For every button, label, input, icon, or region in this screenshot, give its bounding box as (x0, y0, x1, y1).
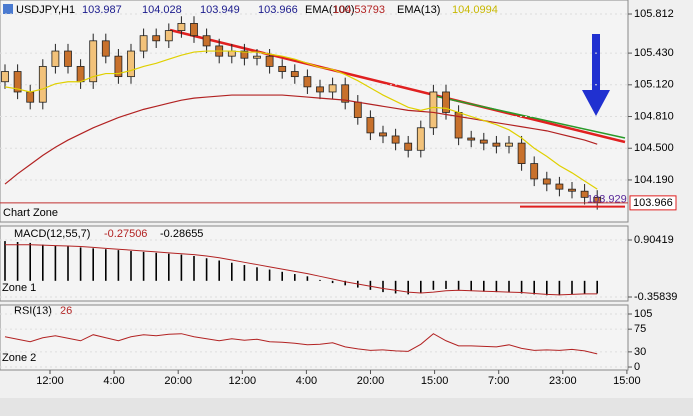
candle-body (379, 132, 387, 137)
rsi-readout: 26 (60, 305, 72, 317)
candle-body (303, 76, 312, 88)
candle-body (416, 127, 425, 151)
x-tick-label: 20:00 (164, 375, 192, 387)
candle-body (240, 50, 249, 59)
quote-close: 103.966 (258, 4, 298, 16)
y-tick-label: 0.90419 (634, 234, 674, 246)
down-arrow (582, 34, 610, 116)
candle-body (328, 84, 337, 93)
last-price-box (629, 195, 677, 211)
ema-line (4, 94, 598, 185)
legend-value: 104.0994 (452, 4, 498, 16)
candle-body (391, 135, 400, 144)
y-tick-label: -0.35839 (634, 291, 677, 303)
candle-body (139, 35, 148, 52)
zone-label: Zone 1 (2, 282, 36, 294)
macd-readout: -0.28655 (160, 228, 203, 240)
y-tick-label: 105.430 (634, 47, 674, 59)
last-price-label: 103.966 (633, 197, 673, 209)
y-tick-label: 0 (634, 361, 640, 373)
candle-body (1, 71, 9, 83)
scroll-bar[interactable] (0, 398, 693, 416)
trend-line[interactable] (429, 94, 626, 139)
candle-body (177, 23, 186, 31)
x-tick-label: 7:00 (488, 375, 509, 387)
candle-body (366, 117, 375, 134)
quote-high: 104.028 (142, 4, 182, 16)
y-tick-label: 104.500 (634, 142, 674, 154)
y-tick-label: 30 (634, 346, 646, 358)
candle-body (38, 65, 47, 103)
candle-body (429, 91, 438, 129)
y-tick-label: 104.810 (634, 110, 674, 122)
legend-value: 104.53793 (333, 4, 385, 16)
rsi-line (4, 333, 598, 355)
candle-body (152, 35, 161, 42)
y-tick-label: 104.190 (634, 174, 674, 186)
candle-body (164, 30, 173, 42)
macd-panel (0, 225, 629, 302)
candle-body (353, 101, 362, 118)
x-tick-label: 20:00 (357, 375, 385, 387)
candle-body (127, 50, 135, 78)
candle-body (568, 188, 576, 192)
symbol: USDJPY,H1 (16, 4, 75, 16)
candle-body (51, 50, 60, 67)
candle-body (542, 178, 551, 185)
y-tick-label: 75 (634, 323, 646, 335)
candle-body (530, 163, 539, 180)
candle-body (26, 91, 35, 103)
candle-body (580, 190, 589, 198)
trend-line[interactable] (169, 28, 626, 144)
candle-body (278, 65, 287, 72)
quote-low: 103.949 (200, 4, 240, 16)
x-tick-label: 12:00 (229, 375, 257, 387)
ema-line (4, 50, 598, 190)
macd-readout: -0.27506 (104, 228, 147, 240)
main-panel (0, 0, 629, 223)
candle-body (202, 35, 211, 47)
candle-body (467, 137, 476, 141)
candle-body (555, 183, 564, 190)
x-tick-label: 15:00 (613, 375, 641, 387)
macd-title: MACD(12,55,7) (14, 228, 90, 240)
candle-body (253, 55, 261, 59)
legend-name: EMA(100) (305, 4, 355, 16)
rsi-panel (0, 304, 629, 371)
symbol-icon[interactable] (3, 4, 13, 14)
candle-body (64, 50, 72, 67)
x-tick-label: 15:00 (421, 375, 449, 387)
candle-body (89, 40, 98, 83)
candle-body (76, 65, 85, 83)
candle-body (404, 142, 413, 151)
candle-body (442, 91, 450, 113)
candle-body (13, 71, 22, 93)
x-tick-label: 12:00 (36, 375, 64, 387)
candle-body (101, 40, 110, 57)
candle-body (505, 142, 513, 147)
candle-body (517, 142, 526, 164)
candle-body (114, 55, 123, 78)
zone-label: Zone 2 (2, 352, 36, 364)
x-tick-label: 4:00 (103, 375, 124, 387)
candle-body (341, 84, 350, 103)
candle-body (190, 23, 198, 37)
x-tick-label: 23:00 (549, 375, 577, 387)
candle-body (265, 55, 274, 67)
candle-body (479, 139, 488, 144)
candle-body (316, 86, 324, 93)
price-marker-label: 103.929 (587, 194, 627, 206)
y-tick-label: 105.120 (634, 79, 674, 91)
signal-line (5, 244, 598, 296)
candle-body (290, 71, 299, 78)
x-tick-label: 4:00 (296, 375, 317, 387)
candle-body (492, 142, 501, 147)
legend-name: EMA(13) (397, 4, 440, 16)
y-tick-label: 105.812 (634, 8, 674, 20)
quote-open: 103.987 (82, 4, 122, 16)
rsi-title: RSI(13) (14, 305, 52, 317)
y-tick-label: 105 (634, 308, 652, 320)
zone-label: Chart Zone (3, 207, 58, 219)
